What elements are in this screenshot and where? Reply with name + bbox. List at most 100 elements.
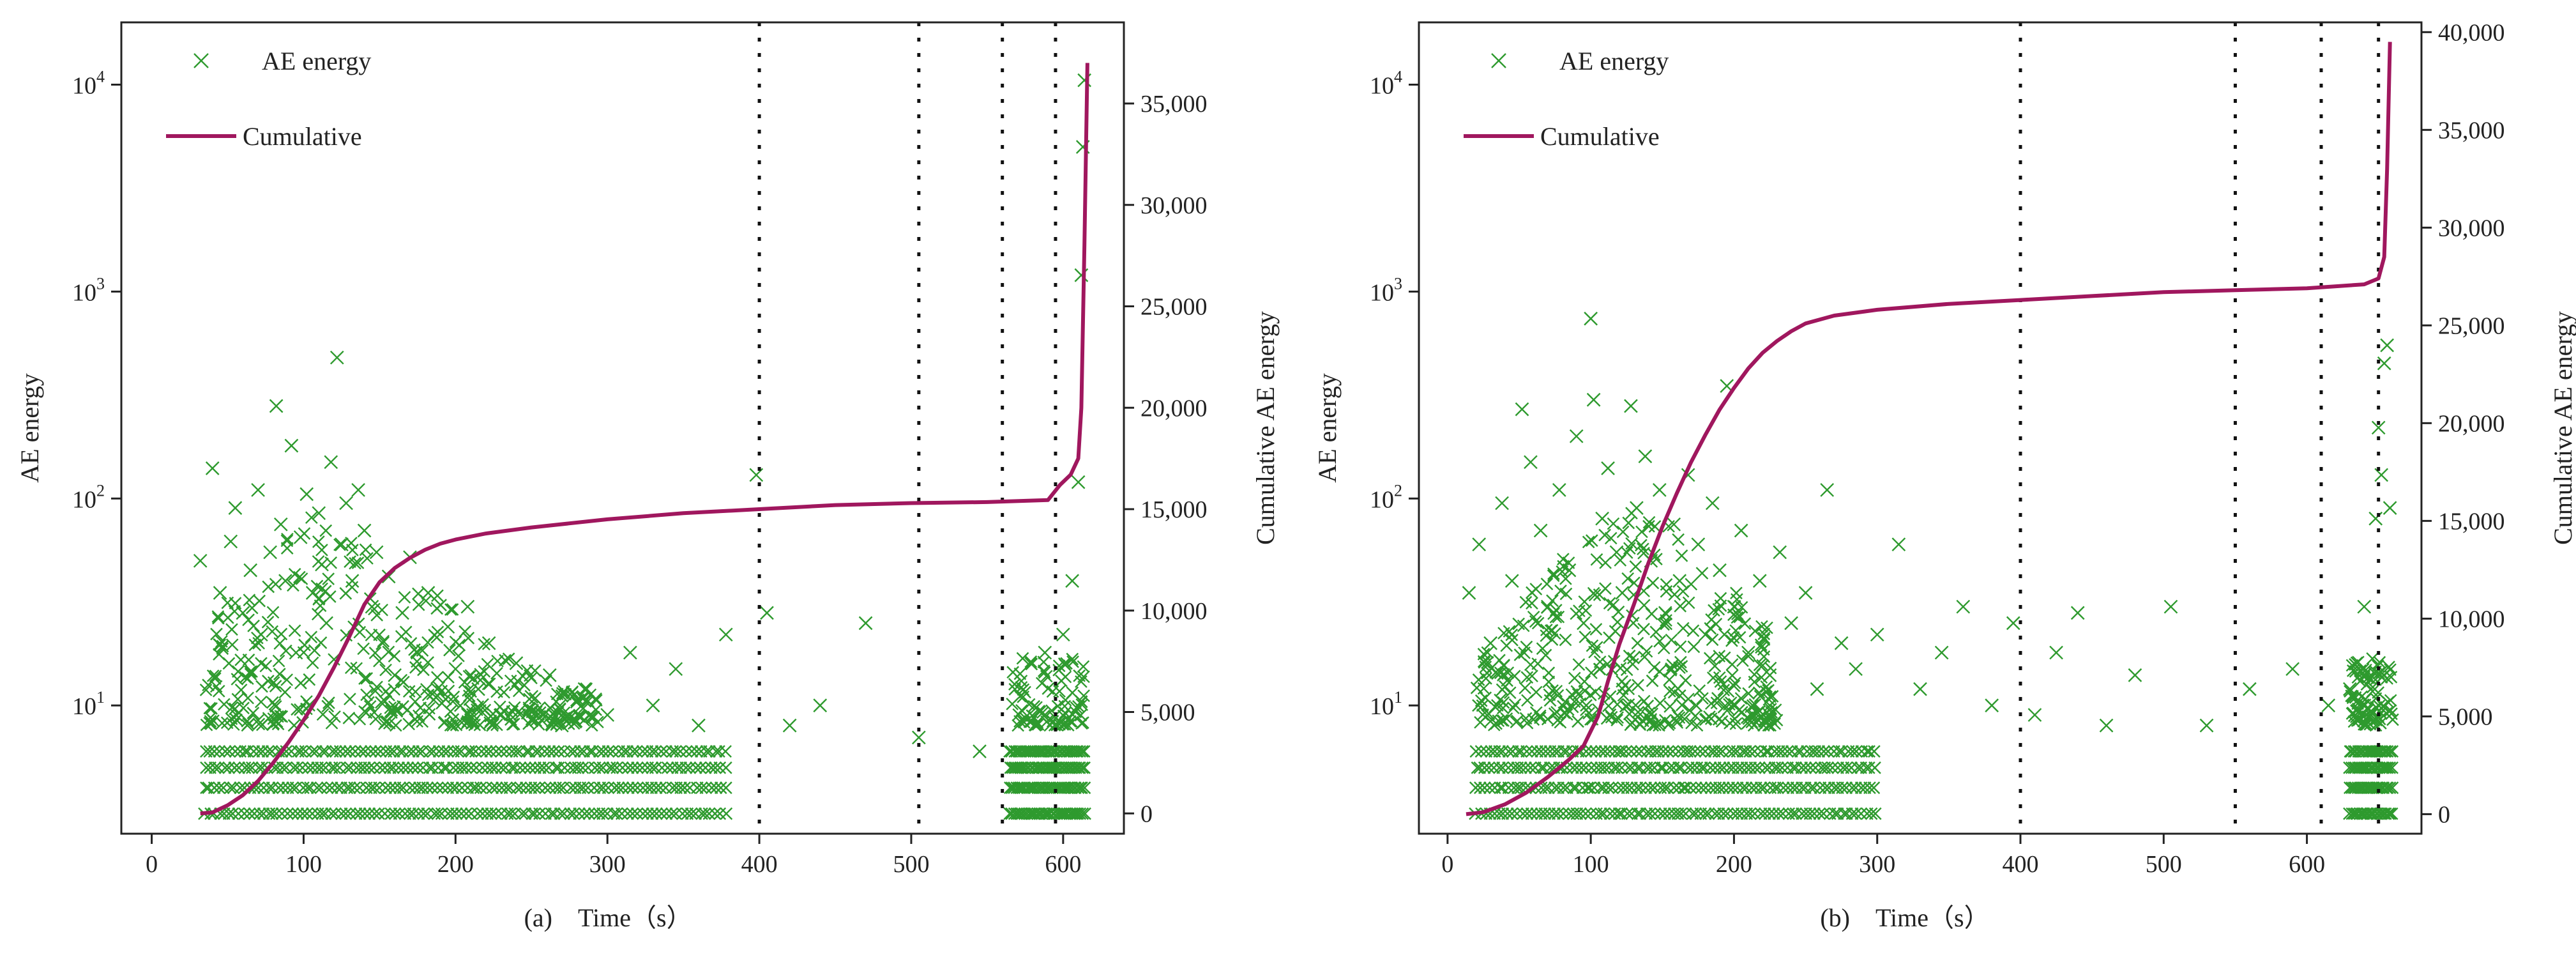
scatter-point (540, 674, 552, 687)
scatter-point (718, 627, 733, 642)
scatter-point (306, 807, 319, 820)
scatter-point (1574, 807, 1587, 820)
scatter-point (455, 807, 468, 820)
scatter-point (1065, 707, 1079, 721)
scatter-point (1658, 606, 1672, 620)
scatter-point (616, 761, 629, 774)
scatter-point (1496, 781, 1509, 794)
scatter-point (423, 845, 435, 856)
scatter-point (1742, 650, 1755, 663)
scatter-point (219, 845, 231, 856)
scatter-point (554, 699, 566, 712)
scatter-point (1787, 807, 1799, 820)
scatter-point (353, 781, 367, 794)
scatter-point (1604, 532, 1618, 545)
scatter-point (368, 807, 381, 820)
scatter-point (252, 745, 266, 758)
scatter-point (2382, 807, 2395, 820)
scatter-point (522, 717, 535, 730)
scatter-point (537, 761, 550, 774)
scatter-point (524, 689, 539, 704)
scatter-point (1754, 689, 1767, 703)
scatter-point (1831, 807, 1844, 820)
scatter-point (593, 761, 606, 774)
scatter-point (520, 845, 531, 856)
scatter-point (1656, 761, 1669, 774)
scatter-point (248, 845, 260, 856)
scatter-point (335, 845, 347, 856)
scatter-point (218, 761, 232, 774)
y2-tick-label: 25,000 (2438, 312, 2505, 339)
scatter-point (446, 807, 459, 820)
scatter-point (1821, 761, 1835, 774)
scatter-point (446, 781, 459, 794)
scatter-point (1030, 718, 1043, 731)
scatter-point (631, 761, 644, 774)
scatter-point (1858, 781, 1872, 794)
scatter-point (1585, 534, 1598, 547)
scatter-point (458, 625, 471, 638)
scatter-point (504, 845, 515, 856)
scatter-point (1637, 542, 1649, 556)
scatter-point (2366, 685, 2379, 698)
scatter-point (1713, 761, 1727, 774)
scatter-point (212, 684, 225, 698)
scatter-point (462, 631, 475, 645)
scatter-point (610, 807, 623, 820)
scatter-point (1584, 745, 1598, 758)
scatter-point (340, 761, 354, 774)
scatter-point (252, 714, 264, 727)
scatter-point (782, 718, 797, 733)
scatter-point (1022, 698, 1036, 711)
scatter-point (610, 761, 623, 774)
scatter-point (1826, 761, 1839, 774)
scatter-point (602, 745, 615, 758)
scatter-point (427, 745, 440, 758)
scatter-point (319, 761, 332, 774)
scatter-point (1714, 599, 1727, 612)
scatter-point (209, 845, 221, 856)
scatter-point (441, 745, 455, 758)
scatter-point (416, 715, 429, 728)
scatter-point (484, 745, 497, 758)
scatter-point (1562, 563, 1577, 578)
scatter-point (1478, 761, 1491, 774)
scatter-point (407, 845, 419, 856)
scatter-point (692, 718, 706, 733)
scatter-point (1704, 845, 1715, 856)
scatter-point (441, 620, 455, 634)
scatter-point (587, 781, 601, 794)
scatter-point (1868, 761, 1881, 774)
scatter-point (572, 710, 586, 723)
scatter-point (547, 745, 560, 758)
scatter-point (269, 578, 282, 591)
scatter-point (1761, 621, 1773, 634)
scatter-point (631, 781, 644, 794)
scatter-point (259, 659, 273, 673)
scatter-point (1795, 845, 1807, 856)
scatter-point (275, 807, 289, 820)
x-tick-label: 600 (1045, 851, 1081, 878)
scatter-point (540, 845, 551, 856)
scatter-point (1534, 745, 1548, 758)
scatter-point (1615, 807, 1628, 820)
scatter-point (1637, 622, 1650, 636)
scatter-point (1755, 620, 1768, 633)
scatter-point (1552, 610, 1565, 624)
scatter-point (486, 781, 499, 794)
scatter-point (576, 761, 589, 774)
scatter-point (2374, 468, 2389, 482)
scatter-point (1794, 745, 1807, 758)
scatter-point (273, 517, 288, 532)
legend: AE energy Cumulative (1464, 47, 1669, 151)
scatter-point (234, 684, 248, 696)
scatter-point (474, 704, 487, 717)
scatter-point (526, 703, 540, 717)
scatter-point (1791, 745, 1805, 758)
scatter-point (1037, 664, 1050, 677)
scatter-point (211, 610, 225, 624)
x-axis-title: Time（s） (1875, 903, 1990, 932)
scatter-point (2372, 666, 2386, 680)
scatter-point (627, 845, 639, 856)
scatter-point (515, 845, 526, 856)
